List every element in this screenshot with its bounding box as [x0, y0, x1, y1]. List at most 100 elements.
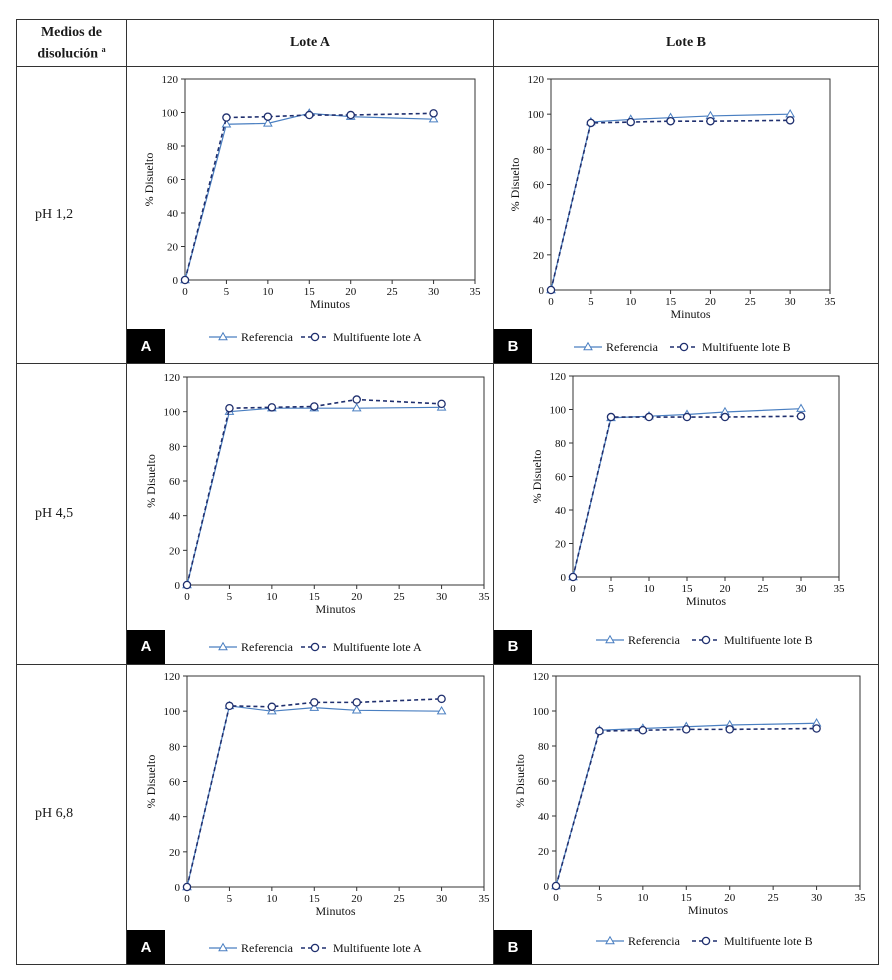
line-chart: 0 20 40 60 80 100 120 0 5 10 15 20 25 30 35 Minutos % Di… — [142, 74, 481, 344]
legend-label: Referencia — [628, 633, 681, 647]
x-tick-label: 0 — [184, 591, 190, 603]
x-tick-label: 5 — [597, 892, 603, 904]
y-tick-label: 80 — [167, 141, 179, 153]
line-chart: 0 20 40 60 80 100 120 0 5 10 15 20 25 30 35 Minutos % Di… — [508, 74, 836, 354]
x-tick-label: 10 — [262, 286, 274, 298]
x-tick-label: 10 — [625, 296, 637, 308]
legend-label: Multifuente lote A — [333, 640, 422, 654]
y-tick-label: 120 — [164, 671, 181, 683]
x-tick-label: 30 — [785, 296, 797, 308]
triangle-marker — [351, 403, 362, 412]
y-tick-label: 40 — [555, 505, 567, 517]
x-tick-label: 0 — [182, 286, 188, 298]
chart-cell: 0 20 40 60 80 100 120 0 5 10 15 20 25 30 35 Minutos % Di… — [126, 663, 494, 966]
legend-label: Referencia — [241, 941, 294, 955]
chart-cell: 0 20 40 60 80 100 120 0 5 10 15 20 25 30 35 Minutos % Di… — [126, 363, 494, 665]
y-tick-label: 60 — [167, 175, 179, 187]
y-tick-label: 80 — [169, 442, 181, 454]
row-label: pH 1,2 — [16, 66, 127, 365]
y-tick-label: 120 — [550, 371, 567, 383]
multifuente-series-line — [572, 415, 802, 578]
y-tick-label: 60 — [533, 180, 545, 192]
triangle-marker — [436, 705, 447, 715]
circle-marker — [352, 697, 361, 707]
x-tick-label: 15 — [682, 583, 694, 595]
y-tick-label: 20 — [538, 846, 550, 858]
plot-frame — [555, 675, 861, 887]
x-tick-label: 25 — [394, 591, 406, 603]
y-axis-label: % Disuelto — [142, 153, 156, 207]
x-tick-label: 25 — [387, 286, 399, 298]
header-footnote-mark: a — [101, 44, 106, 54]
multifuente-series-line — [550, 119, 791, 291]
legend-circle-marker — [310, 643, 320, 652]
y-tick-label: 120 — [162, 74, 179, 86]
x-tick-label: 0 — [553, 892, 559, 904]
circle-marker — [429, 109, 438, 118]
x-tick-label: 25 — [768, 892, 780, 904]
referencia-series-line — [186, 704, 442, 887]
plot-frame — [550, 78, 831, 291]
legend-label: Referencia — [241, 330, 294, 344]
row-ph-6-8: pH 6,8 0 20 40 60 80 100 120 0 5 10 15 20 25 30 35 Minu… — [16, 663, 879, 966]
y-tick-label: 20 — [533, 250, 545, 262]
circle-marker — [263, 112, 273, 121]
circle-marker — [785, 116, 795, 125]
legend-triangle-marker — [218, 331, 228, 341]
y-tick-label: 80 — [169, 741, 181, 753]
y-tick-label: 40 — [538, 811, 550, 823]
circle-marker — [706, 116, 715, 126]
x-tick-label: 35 — [479, 591, 491, 603]
circle-marker — [225, 701, 234, 710]
chart-cell: 0 20 40 60 80 100 120 0 5 10 15 20 25 30 35 Minutos % Di… — [493, 66, 879, 365]
dissolution-table: Medios de disolución a Lote A Lote B pH … — [16, 18, 879, 966]
circle-marker — [225, 404, 234, 413]
chart-cell: 0 20 40 60 80 100 120 0 5 10 15 20 25 30 35 Minutos % Di… — [126, 66, 494, 365]
x-tick-label: 5 — [608, 583, 614, 595]
circle-marker — [666, 116, 675, 126]
chart-cell: 0 20 40 60 80 100 120 0 5 10 15 20 25 30 35 Minutos % Di… — [493, 663, 879, 966]
legend-triangle-marker — [583, 341, 593, 351]
x-tick-label: 10 — [266, 893, 278, 905]
triangle-marker — [309, 702, 320, 711]
x-tick-label: 15 — [309, 591, 321, 603]
x-tick-label: 10 — [644, 583, 656, 595]
legend-circle-marker — [310, 332, 320, 342]
x-tick-label: 15 — [309, 893, 321, 905]
plot-frame — [572, 375, 840, 578]
panel-tag: B — [494, 329, 532, 363]
circle-marker — [551, 881, 561, 890]
y-tick-label: 0 — [175, 580, 181, 592]
header-row: Medios de disolución a Lote A Lote B — [16, 18, 879, 68]
circle-marker — [310, 697, 319, 707]
circle-marker — [644, 413, 654, 422]
x-tick-label: 5 — [227, 893, 233, 905]
x-tick-label: 30 — [436, 591, 448, 603]
line-chart: 0 20 40 60 80 100 120 0 5 10 15 20 25 30 35 Minutos % Di… — [513, 671, 866, 948]
x-tick-label: 0 — [548, 296, 554, 308]
circle-marker — [182, 882, 192, 891]
circle-marker — [352, 395, 361, 405]
x-tick-label: 15 — [304, 286, 316, 298]
x-tick-label: 0 — [184, 893, 190, 905]
multifuente-series-line — [186, 399, 442, 586]
circle-marker — [720, 413, 730, 422]
y-tick-label: 100 — [164, 407, 181, 419]
legend-label: Referencia — [241, 640, 294, 654]
y-tick-label: 60 — [169, 776, 181, 788]
x-tick-label: 25 — [758, 583, 770, 595]
y-tick-label: 60 — [169, 476, 181, 488]
y-tick-label: 20 — [555, 539, 567, 551]
circle-marker — [437, 399, 446, 409]
y-tick-label: 0 — [175, 882, 181, 894]
circle-marker — [346, 110, 355, 120]
y-tick-label: 40 — [167, 208, 179, 220]
x-tick-label: 35 — [479, 893, 491, 905]
circle-marker — [222, 113, 231, 122]
y-tick-label: 20 — [169, 847, 181, 859]
line-chart: 0 20 40 60 80 100 120 0 5 10 15 20 25 30 35 Minutos % Di… — [144, 372, 491, 654]
referencia-series-line — [186, 407, 442, 586]
x-tick-label: 15 — [665, 296, 677, 308]
y-tick-label: 80 — [533, 144, 545, 156]
triangle-marker — [796, 403, 806, 413]
